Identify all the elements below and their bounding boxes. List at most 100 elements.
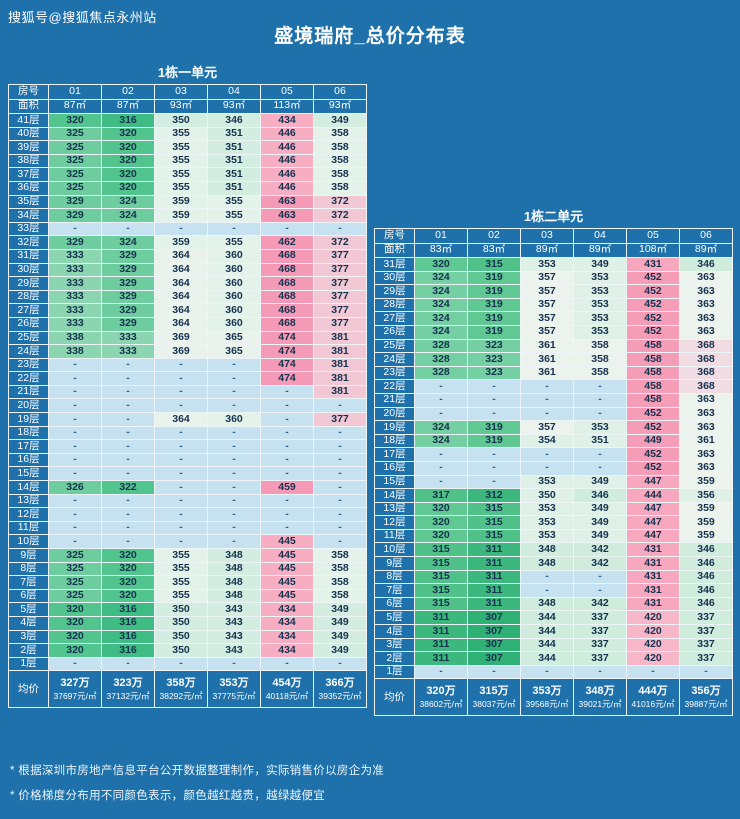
price-cell: 324 — [414, 420, 468, 435]
average-unit-price: 38037元/㎡ — [472, 699, 516, 710]
price-cell: 468 — [260, 303, 314, 318]
price-cell: 468 — [260, 289, 314, 305]
price-cell: 372 — [313, 208, 367, 223]
average-unit-price: 40118元/㎡ — [265, 691, 309, 702]
sold-out-cell: - — [207, 221, 261, 237]
floor-row: 20层 - - - -452 363 — [374, 406, 733, 422]
price-cell: 328 — [414, 338, 468, 354]
price-cell: 355 — [154, 180, 208, 196]
floor-label: 14层 — [8, 480, 49, 495]
price-cell: 361 — [679, 433, 733, 449]
floor-row: 40层 325 320 355 351 446 358 — [8, 126, 367, 142]
sold-out-cell: - — [520, 406, 574, 422]
price-cell: 355 — [154, 153, 208, 169]
average-cell: 320万 38602元/㎡ — [414, 678, 468, 717]
floor-row: 35层 329 324 359 355 463 372 — [8, 194, 367, 210]
floor-label: 9层 — [8, 548, 49, 563]
sold-out-cell: - — [573, 583, 627, 598]
price-cell: 358 — [573, 365, 627, 381]
sold-out-cell: - — [154, 221, 208, 237]
sold-out-cell: - — [101, 507, 155, 522]
floor-label: 20层 — [374, 406, 415, 422]
price-cell: 324 — [101, 208, 155, 223]
price-cell: 420 — [626, 637, 680, 653]
room-number-header-cell: 02 — [467, 228, 521, 244]
price-cell: 325 — [48, 180, 102, 196]
floor-label: 31层 — [8, 248, 49, 264]
price-cell: 337 — [573, 637, 627, 653]
average-total-price: 327万 — [60, 677, 90, 690]
area-corner-label: 面积 — [8, 98, 49, 114]
price-cell: 320 — [101, 561, 155, 577]
sold-out-cell: - — [260, 656, 314, 672]
price-cell: 324 — [414, 311, 468, 326]
price-cell: 474 — [260, 344, 314, 359]
price-cell: 468 — [260, 276, 314, 291]
price-cell: 329 — [48, 194, 102, 210]
price-cell: 445 — [260, 534, 314, 549]
price-cell: 447 — [626, 501, 680, 517]
price-cell: 353 — [573, 284, 627, 299]
unit2-title: 1栋二单元 — [523, 209, 584, 224]
sold-out-cell: - — [48, 398, 102, 414]
price-cell: 349 — [573, 528, 627, 544]
price-cell: 349 — [573, 474, 627, 490]
room-number-header-cell: 01 — [48, 84, 102, 100]
price-cell: 358 — [313, 588, 367, 604]
price-cell: 468 — [260, 262, 314, 278]
price-cell: 452 — [626, 297, 680, 313]
sold-out-cell: - — [520, 664, 574, 680]
price-cell: 361 — [520, 365, 574, 381]
price-cell: 350 — [154, 643, 208, 658]
price-cell: 363 — [679, 297, 733, 313]
sold-out-cell: - — [260, 452, 314, 468]
price-cell: 320 — [414, 528, 468, 544]
sold-out-cell: - — [313, 534, 367, 549]
floor-row: 17层 - - - - - - — [8, 439, 367, 454]
floor-row: 13层 320 315 353 349 447 359 — [374, 501, 733, 517]
floor-label: 17层 — [8, 439, 49, 454]
price-cell: 311 — [467, 569, 521, 585]
area-header-row: 面积 87㎡ 87㎡ 93㎡ 93㎡ 113㎡ 93㎡ — [8, 98, 367, 114]
floor-label: 11层 — [8, 520, 49, 536]
price-cell: 359 — [679, 515, 733, 530]
price-cell: 359 — [154, 235, 208, 250]
price-cell: 348 — [520, 596, 574, 612]
price-cell: 337 — [573, 610, 627, 626]
price-cell: 353 — [520, 501, 574, 517]
sold-out-cell: - — [260, 507, 314, 522]
price-cell: 369 — [154, 344, 208, 359]
average-cell: 348万 39021元/㎡ — [573, 678, 627, 717]
price-cell: 363 — [679, 447, 733, 462]
price-cell: 474 — [260, 330, 314, 346]
price-cell: 372 — [313, 235, 367, 250]
price-cell: 363 — [679, 270, 733, 286]
footnote-legend: * 价格梯度分布用不同颜色表示，颜色越红越贵，越绿越便宜 — [10, 790, 326, 802]
price-cell: 342 — [573, 596, 627, 612]
floor-label: 18层 — [8, 425, 49, 441]
price-cell: 357 — [520, 311, 574, 326]
average-unit-price: 38292元/㎡ — [159, 691, 203, 702]
sold-out-cell: - — [207, 452, 261, 468]
price-cell: 360 — [207, 289, 261, 305]
room-number-header-cell: 02 — [101, 84, 155, 100]
price-cell: 319 — [467, 324, 521, 340]
sold-out-cell: - — [573, 392, 627, 408]
price-cell: 360 — [207, 316, 261, 332]
price-cell: 365 — [207, 330, 261, 346]
price-cell: 324 — [414, 284, 468, 299]
price-cell: 445 — [260, 588, 314, 604]
price-cell: 325 — [48, 561, 102, 577]
sold-out-cell: - — [313, 466, 367, 482]
price-cell: 463 — [260, 194, 314, 210]
price-cell: 343 — [207, 643, 261, 658]
floor-row: 18层 324 319 354 351 449 361 — [374, 433, 733, 449]
floor-row: 25层 338 333 369 365 474 381 — [8, 330, 367, 346]
price-cell: 319 — [467, 297, 521, 313]
price-cell: 368 — [679, 338, 733, 354]
price-cell: 328 — [414, 365, 468, 381]
price-cell: 358 — [573, 352, 627, 367]
floor-label: 30层 — [374, 270, 415, 286]
floor-label: 13层 — [8, 493, 49, 509]
sold-out-cell: - — [313, 520, 367, 536]
